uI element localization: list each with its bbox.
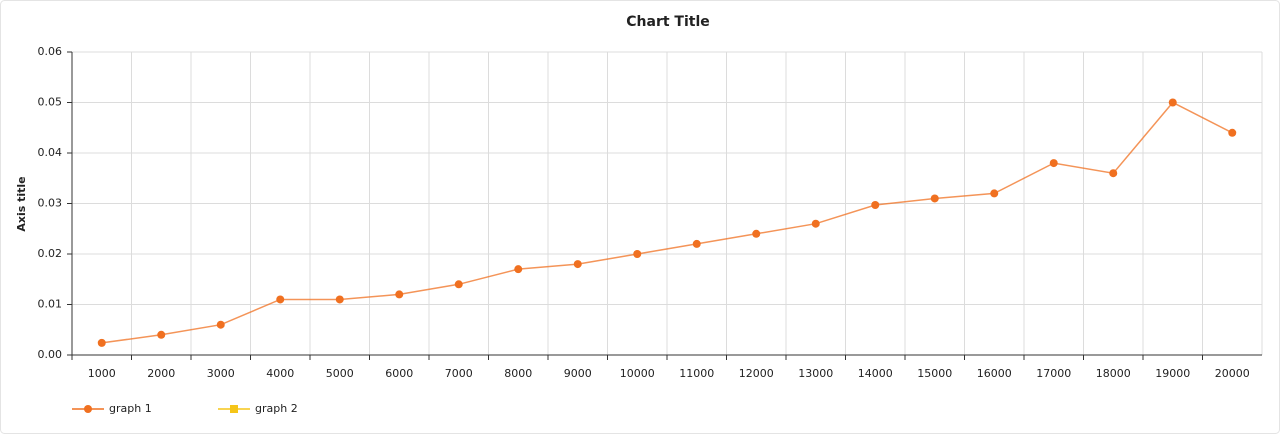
x-tick-label: 2000 xyxy=(147,367,175,380)
legend-label: graph 1 xyxy=(109,402,152,415)
point xyxy=(871,201,880,210)
point xyxy=(633,250,642,258)
x-tick-label: 1000 xyxy=(88,367,116,380)
x-tick-label: 17000 xyxy=(1036,367,1071,380)
point xyxy=(1168,98,1177,107)
x-tick-label: 20000 xyxy=(1215,367,1250,380)
point xyxy=(811,219,820,228)
point xyxy=(1109,169,1118,178)
series-line xyxy=(101,101,1233,344)
point xyxy=(276,295,285,304)
y-tick-label: 0.03 xyxy=(38,197,63,210)
point xyxy=(930,194,939,203)
x-tick-label: 18000 xyxy=(1096,367,1131,380)
chart-title: Chart Title xyxy=(626,14,710,30)
x-tick-label: 13000 xyxy=(798,367,833,380)
x-tick-label: 19000 xyxy=(1155,367,1190,380)
point xyxy=(216,320,225,329)
x-tick-label: 14000 xyxy=(858,367,893,380)
x-tick-label: 5000 xyxy=(326,367,354,380)
y-tick-label: 0.05 xyxy=(38,96,63,109)
x-tick-label: 10000 xyxy=(620,367,655,380)
point xyxy=(454,280,463,289)
y-tick-label: 0.00 xyxy=(38,348,63,361)
x-tick-label: 16000 xyxy=(977,367,1012,380)
x-tick-label: 12000 xyxy=(739,367,774,380)
x-tick-label: 7000 xyxy=(445,367,473,380)
point xyxy=(990,189,999,198)
y-tick-label: 0.02 xyxy=(38,247,63,260)
point xyxy=(395,290,404,299)
point xyxy=(752,229,761,238)
y-axis-title: Axis title xyxy=(15,176,28,231)
legend-marker xyxy=(230,405,238,413)
y-tick-label: 0.01 xyxy=(38,298,63,311)
x-tick-label: 15000 xyxy=(917,367,952,380)
point xyxy=(97,338,106,347)
point xyxy=(157,330,166,339)
legend-label: graph 2 xyxy=(255,402,298,415)
point xyxy=(335,295,344,304)
x-tick-label: 9000 xyxy=(564,367,592,380)
x-tick-label: 3000 xyxy=(207,367,235,380)
y-tick-label: 0.06 xyxy=(38,45,63,58)
point xyxy=(1049,159,1058,168)
point xyxy=(692,239,701,248)
x-tick-label: 6000 xyxy=(385,367,413,380)
x-tick-label: 8000 xyxy=(504,367,532,380)
x-tick-label: 11000 xyxy=(679,367,714,380)
point xyxy=(1228,128,1237,137)
x-tick-label: 4000 xyxy=(266,367,294,380)
point xyxy=(514,265,523,274)
legend-marker xyxy=(84,405,92,413)
y-tick-label: 0.04 xyxy=(38,146,63,159)
point xyxy=(573,260,582,269)
